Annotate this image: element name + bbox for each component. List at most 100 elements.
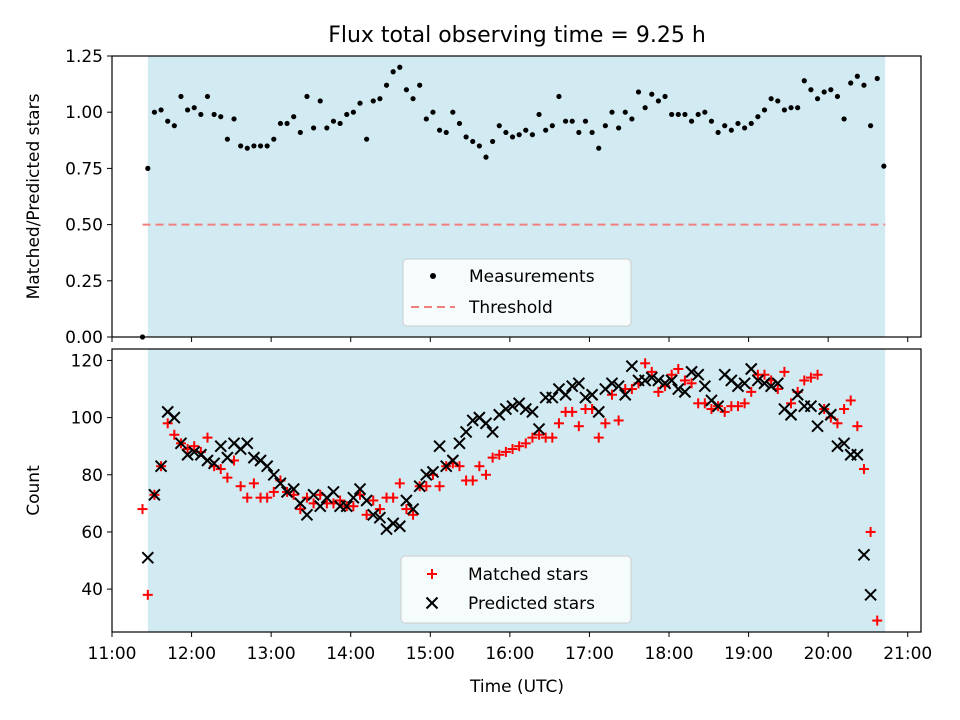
predicted-star-point: [559, 388, 572, 401]
measurement-point: [436, 127, 443, 133]
measurement-point: [629, 116, 635, 122]
measurement-point: [171, 123, 177, 129]
matched-star-point: [454, 461, 465, 472]
matched-star-point: [507, 444, 518, 455]
measurement-point: [589, 129, 595, 136]
measurement-point: [715, 129, 721, 136]
predicted-star-point: [307, 488, 320, 501]
matched-star-point: [222, 472, 233, 483]
predicted-star-point: [174, 437, 188, 450]
predicted-star-point: [207, 457, 221, 470]
measurement-point: [204, 93, 211, 100]
measurement-point: [834, 93, 841, 100]
matched-star-point: [786, 398, 797, 409]
predicted-star-point: [784, 408, 798, 421]
matched-star-point: [480, 469, 491, 480]
matched-star-point: [500, 446, 511, 457]
predicted-star-point: [532, 422, 546, 436]
matched-star-point: [520, 438, 531, 449]
predicted-star-point: [466, 414, 479, 427]
measurement-point: [165, 118, 171, 124]
measurement-point: [742, 125, 748, 131]
matched-star-point: [262, 492, 273, 503]
measurement-point: [543, 127, 549, 133]
top-legend-box: [402, 258, 632, 327]
predicted-star-point: [347, 491, 360, 504]
matched-star-point: [600, 418, 611, 429]
predicted-star-point: [506, 399, 519, 413]
predicted-star-point: [837, 437, 851, 450]
matched-star-point: [858, 464, 869, 475]
predicted-star-point: [267, 468, 281, 481]
measurement-point: [344, 111, 350, 118]
predicted-star-point: [400, 494, 413, 507]
predicted-star-point: [638, 374, 652, 387]
predicted-star-point: [486, 425, 499, 439]
predicted-star-point: [764, 379, 778, 393]
predicted-star-point: [168, 411, 181, 424]
bottom-legend: Matched stars Predicted stars: [400, 555, 632, 624]
measurement-point: [781, 107, 787, 113]
measurement-point: [244, 145, 250, 151]
x-tick-label: 20:00: [804, 644, 853, 664]
predicted-star-point: [188, 445, 201, 459]
measurement-point: [158, 107, 164, 113]
measurement-point: [848, 80, 854, 86]
matched-star-point: [401, 504, 412, 515]
measurement-point: [841, 116, 847, 122]
matched-star-point: [268, 486, 279, 497]
measurement-point: [357, 100, 363, 106]
bottom-y-tick-label: 40: [81, 580, 103, 600]
predicted-star-point: [459, 425, 473, 439]
predicted-star-point: [406, 502, 420, 516]
predicted-star-point: [698, 379, 712, 393]
matched-star-point: [852, 421, 863, 432]
measurement-point: [277, 120, 284, 127]
measurement-point: [410, 96, 416, 102]
measurement-point: [191, 105, 197, 111]
measurement-point: [251, 143, 257, 149]
predicted-star-point: [592, 405, 605, 419]
measurement-point: [602, 123, 608, 129]
matched-star-point: [593, 432, 604, 443]
bottom-plot-frame: [111, 348, 922, 633]
measurement-point: [151, 109, 158, 115]
measurement-point: [801, 78, 807, 84]
predicted-star-point: [652, 374, 665, 387]
matched-star-point: [606, 389, 617, 400]
measurement-point: [556, 93, 562, 100]
predicted-star-point: [201, 454, 214, 467]
measurement-point: [430, 109, 436, 115]
measurement-point: [562, 118, 569, 124]
matched-star-point: [673, 364, 684, 375]
predicted-star-point: [360, 494, 373, 507]
measurement-point: [238, 143, 244, 149]
matched-star-point: [653, 386, 664, 397]
measurement-point: [861, 82, 867, 88]
predicted-star-point: [857, 548, 871, 562]
predicted-star-point: [811, 419, 824, 433]
predicted-star-point: [453, 437, 466, 450]
legend-threshold-label: Threshold: [468, 298, 553, 318]
predicted-star-point: [745, 362, 758, 376]
measurement-point: [218, 114, 224, 120]
matched-star-point: [547, 432, 558, 443]
matched-star-point: [613, 415, 624, 426]
matched-star-point: [746, 386, 757, 397]
predicted-star-point: [426, 465, 440, 479]
legend-measurements-marker: [430, 273, 436, 279]
predicted-star-point: [280, 485, 294, 499]
matched-star-point: [732, 401, 743, 412]
predicted-star-point: [851, 448, 864, 461]
matched-star-point: [686, 378, 697, 389]
measurement-point: [549, 123, 555, 129]
predicted-star-point: [247, 451, 261, 464]
measurement-point: [178, 93, 184, 100]
measurement-point: [503, 129, 509, 136]
measurement-point: [423, 116, 429, 122]
measurement-point: [688, 118, 695, 124]
predicted-star-point: [585, 388, 599, 401]
predicted-star-point: [373, 511, 387, 524]
measurement-point: [814, 96, 821, 102]
matched-star-point: [162, 418, 173, 429]
